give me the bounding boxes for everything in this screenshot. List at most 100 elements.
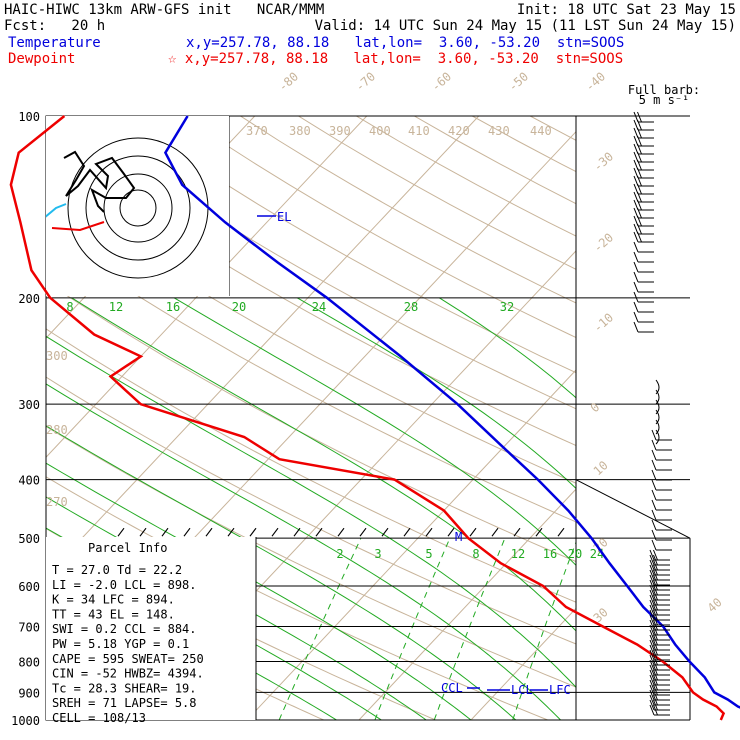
dry-adiabat-line: [46, 234, 576, 523]
dry-adiabat-label: 280: [46, 423, 68, 437]
wind-barb-flag: [651, 439, 657, 451]
pressure-tick-label: 500: [18, 532, 40, 546]
dry-adiabat-label: 440: [530, 124, 552, 138]
lcl-level-label: LCL: [511, 683, 533, 697]
wind-barb-flag: [653, 694, 658, 706]
isotherm-label: -30: [591, 149, 616, 174]
wind-barb-flag: [649, 649, 655, 661]
hodograph-ring: [103, 173, 173, 243]
wind-barb-flag: [649, 694, 655, 706]
wind-barb-flag: [651, 449, 657, 461]
moist-adiabat-label: 8: [66, 300, 73, 314]
mixing-ratio-label: 8: [472, 547, 479, 561]
dry-adiabat-line: [66, 116, 576, 410]
wind-barb-flag: [633, 311, 639, 323]
wind-barb-flag: [633, 271, 639, 283]
wind-barb-flag: [653, 569, 658, 581]
moist-adiabat-label: 20: [232, 300, 246, 314]
dry-adiabat-line: [46, 376, 576, 645]
parcel-m-label: M: [455, 530, 462, 544]
wind-barb-flag: [649, 634, 655, 646]
mixing-ratio-line: [374, 537, 451, 720]
wind-barb-flag: [653, 659, 658, 671]
moist-adiabat-line: [173, 297, 576, 567]
isotherm-label: -40: [583, 69, 608, 94]
isotherm-label: 40: [705, 595, 725, 615]
isotherm-line: [358, 488, 576, 720]
moist-adiabat-line: [439, 297, 576, 399]
wind-barb-flag: [649, 594, 655, 606]
wind-barb-shaft: [655, 399, 660, 415]
mixing-ratio-label: 5: [425, 547, 432, 561]
wind-barb-flag: [637, 159, 642, 171]
dry-adiabat-label: 390: [329, 124, 351, 138]
hodograph-ring: [85, 155, 191, 261]
wind-barb-flag: [649, 599, 655, 611]
dry-adiabat-label: 430: [488, 124, 510, 138]
wind-barb-flag: [637, 215, 642, 227]
wind-barb-flag: [653, 594, 658, 606]
mixing-ratio-line: [512, 540, 576, 720]
pressure-tick-label: 1000: [11, 714, 40, 728]
wind-barb-flag: [653, 549, 658, 561]
moist-adiabat-label: 28: [404, 300, 418, 314]
wind-barb-flag: [637, 135, 642, 147]
wind-barb-flag: [633, 261, 639, 273]
wind-barb-flag: [649, 679, 655, 691]
dry-adiabat-line: [46, 581, 325, 720]
wind-barb-flag: [649, 584, 655, 596]
wind-barb-flag: [649, 704, 655, 716]
wind-barb-flag: [651, 499, 657, 511]
dry-adiabat-line: [46, 143, 576, 447]
dry-adiabat-line: [46, 328, 576, 603]
wind-barb-flag: [637, 143, 642, 155]
freezing-tick: [337, 527, 345, 537]
dry-adiabat-label: 400: [369, 124, 391, 138]
wind-barb-flag: [633, 291, 639, 303]
pressure-tick-label: 100: [18, 110, 40, 124]
parcel-info-row: T = 27.0 Td = 22.2: [52, 563, 182, 577]
freezing-tick: [513, 527, 521, 537]
mixing-ratio-label: 20: [568, 547, 582, 561]
wind-barb-flag: [649, 609, 655, 621]
freezing-tick: [491, 527, 499, 537]
parcel-info-row: CELL = 108/13: [52, 711, 146, 725]
wind-barb-flag: [651, 539, 657, 551]
wind-barb-flag: [649, 639, 655, 651]
freezing-tick: [403, 527, 411, 537]
wind-barb-flag: [649, 564, 655, 576]
wind-barb-flag: [653, 664, 658, 676]
wind-barb-flag: [633, 241, 639, 253]
wind-barb-shaft: [655, 419, 660, 435]
wind-barb-flag: [653, 619, 658, 631]
wind-barb-flag: [633, 321, 639, 333]
el-level-label: EL: [277, 210, 291, 224]
wind-barb-flag: [651, 429, 657, 441]
hodograph-background: [46, 116, 229, 296]
freezing-tick: [381, 527, 389, 537]
parcel-info-title: Parcel Info: [88, 541, 167, 555]
wind-barb-shaft: [655, 389, 660, 405]
isotherm-label: -20: [591, 230, 616, 255]
isotherm-line: [246, 369, 576, 720]
isotherm-line: [470, 607, 576, 720]
wind-barb-flag: [651, 469, 657, 481]
model-title: HAIC-HIWC 13km ARW-GFS init NCAR/MMM: [4, 2, 325, 18]
mixing-ratio-label: 2: [336, 547, 343, 561]
wind-barb-flag: [653, 609, 658, 621]
freezing-tick: [425, 527, 433, 537]
legend-dewpoint-info: ☆ x,y=257.78, 88.18 lat,lon= 3.60, -53.2…: [168, 51, 624, 67]
parcel-info-row: K = 34 LFC = 894.: [52, 593, 175, 607]
wind-barb-flag: [653, 689, 658, 701]
dry-adiabat-label: 370: [246, 124, 268, 138]
freezing-tick: [535, 527, 543, 537]
parcel-info-row: TT = 43 EL = 148.: [52, 607, 175, 621]
freezing-tick: [557, 527, 565, 537]
pressure-tick-label: 200: [18, 292, 40, 306]
pressure-tick-label: 800: [18, 655, 40, 669]
wind-barb-flag: [649, 699, 655, 711]
parcel-info-background: [46, 537, 256, 720]
wind-barb-flag: [649, 654, 655, 666]
mixing-ratio-line: [433, 538, 506, 720]
parcel-info-row: SREH = 71 LAPSE= 5.8: [52, 696, 197, 710]
